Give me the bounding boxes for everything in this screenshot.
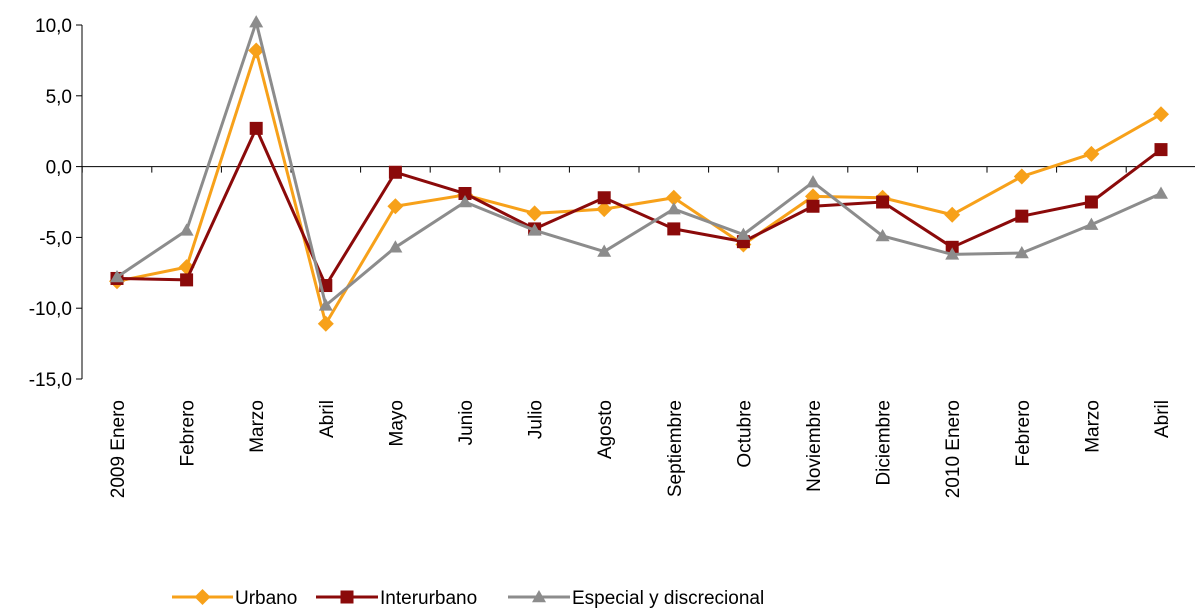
data-point-interurbano xyxy=(945,240,959,254)
legend-marker-interurbano xyxy=(340,590,354,604)
legend-marker-urbano xyxy=(194,589,211,605)
data-point-urbano xyxy=(596,201,613,218)
data-point-urbano xyxy=(387,198,404,215)
data-point-interurbano xyxy=(1015,209,1029,223)
data-point-especial-y-discrecional xyxy=(249,15,264,28)
data-point-especial-y-discrecional xyxy=(1154,186,1168,199)
data-point-especial-y-discrecional xyxy=(458,195,472,208)
data-point-interurbano xyxy=(180,273,194,287)
data-point-urbano xyxy=(1083,145,1100,162)
x-tick-label: Marzo xyxy=(1082,400,1103,453)
x-tick-label: Febrero xyxy=(1013,400,1034,467)
y-tick-label: -10,0 xyxy=(29,299,72,320)
data-point-urbano xyxy=(944,206,961,223)
data-point-especial-y-discrecional xyxy=(110,270,124,283)
data-point-especial-y-discrecional xyxy=(597,244,612,257)
data-point-interurbano xyxy=(876,195,890,209)
x-tick-label: Marzo xyxy=(247,400,268,453)
data-point-urbano xyxy=(665,189,682,206)
series-line-especial-y-discrecional xyxy=(116,20,1162,307)
data-point-especial-y-discrecional xyxy=(806,175,820,188)
data-point-especial-y-discrecional xyxy=(1084,217,1099,230)
x-tick-label: 2009 Enero xyxy=(108,400,129,498)
legend-label-interurbano: Interurbano xyxy=(380,588,477,608)
y-tick-label: 5,0 xyxy=(46,87,72,108)
x-tick-label: Septiembre xyxy=(665,400,686,497)
x-tick-label: Diciembre xyxy=(874,400,895,486)
x-tick-label: Noviembre xyxy=(804,400,825,492)
data-point-especial-y-discrecional xyxy=(1014,245,1029,259)
data-point-interurbano xyxy=(1154,143,1168,157)
y-tick-label: 0,0 xyxy=(46,158,72,179)
x-tick-label: Abril xyxy=(1152,400,1173,438)
x-tick-label: Febrero xyxy=(178,400,199,467)
data-point-urbano xyxy=(248,42,265,59)
data-point-especial-y-discrecional xyxy=(179,223,194,236)
data-point-interurbano xyxy=(249,121,263,135)
data-point-interurbano xyxy=(388,165,402,179)
y-tick-label: 10,0 xyxy=(35,16,72,37)
x-tick-label: Octubre xyxy=(734,400,755,468)
data-point-urbano xyxy=(317,315,334,332)
data-point-especial-y-discrecional xyxy=(388,240,403,253)
data-point-especial-y-discrecional xyxy=(945,247,960,260)
x-tick-label: Mayo xyxy=(386,400,407,446)
y-tick-label: -5,0 xyxy=(39,228,72,249)
data-point-especial-y-discrecional xyxy=(666,202,681,215)
legend-marker-especial-y-discrecional xyxy=(532,590,546,603)
x-tick-label: Julio xyxy=(526,400,547,439)
data-point-interurbano xyxy=(806,199,820,213)
data-point-urbano xyxy=(526,205,543,222)
legend-label-urbano: Urbano xyxy=(235,588,297,608)
data-point-especial-y-discrecional xyxy=(318,298,333,311)
y-tick-label: -15,0 xyxy=(29,370,72,391)
series-line-interurbano xyxy=(116,126,1162,288)
x-tick-label: Agosto xyxy=(595,400,616,459)
data-point-especial-y-discrecional xyxy=(736,227,751,240)
data-point-especial-y-discrecional xyxy=(527,223,542,236)
series-line-urbano xyxy=(116,48,1162,326)
x-tick-label: 2010 Enero xyxy=(943,400,964,498)
data-point-especial-y-discrecional xyxy=(875,228,890,242)
data-point-urbano xyxy=(1153,106,1169,123)
data-point-interurbano xyxy=(458,187,472,201)
x-tick-label: Abril xyxy=(317,400,338,438)
x-tick-label: Junio xyxy=(456,400,477,445)
legend-label-especial-y-discrecional: Especial y discrecional xyxy=(572,588,764,608)
data-point-interurbano xyxy=(667,222,681,236)
data-point-interurbano xyxy=(1084,195,1098,209)
data-point-interurbano xyxy=(597,191,611,205)
data-point-urbano xyxy=(1013,168,1030,185)
